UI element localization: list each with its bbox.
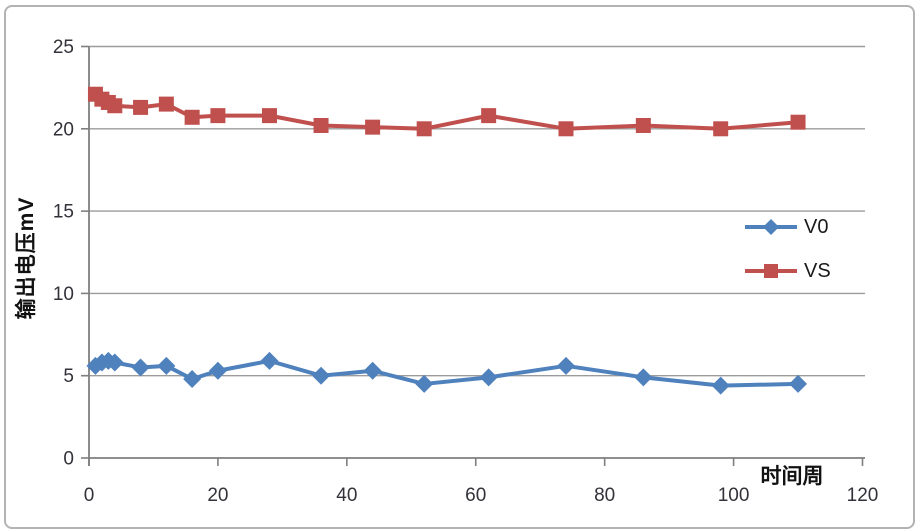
data-point-vs-28 [261,108,277,124]
series-vs [87,86,806,137]
data-point-v0-8 [131,358,150,377]
legend-square-icon [764,264,778,278]
y-tick-label-10: 10 [53,284,74,305]
x-tick-label-0: 0 [84,485,95,506]
data-point-vs-110 [790,114,806,130]
x-tick-label-20: 20 [207,485,228,506]
x-tick-label-100: 100 [718,485,750,506]
data-point-vs-12 [158,96,174,112]
data-point-v0-4 [105,353,124,372]
data-point-v0-52 [415,374,434,393]
data-point-v0-86 [634,368,653,387]
series-line-v0 [93,358,801,388]
data-point-v0-62 [479,368,498,387]
y-tick-label-20: 20 [53,119,74,140]
legend-item-vs: VS [744,256,831,286]
data-point-v0-44 [363,361,382,380]
data-point-v0-20 [208,361,227,380]
legend-label-vs: VS [804,259,831,282]
x-tick-label-120: 120 [847,485,879,506]
legend-sample-1 [745,264,797,278]
data-point-vs-4 [107,98,123,114]
data-point-vs-20 [210,108,226,124]
data-point-v0-74 [556,356,575,375]
legend-item-v0: V0 [744,212,831,242]
x-tick-label-80: 80 [594,485,615,506]
data-point-vs-74 [558,121,574,137]
series-v0 [86,351,808,395]
data-point-v0-16 [183,369,202,388]
legend-sample-0 [745,219,797,235]
data-point-vs-36 [313,118,329,134]
data-point-vs-16 [184,109,200,125]
legend: V0 VS [744,212,831,286]
data-point-vs-62 [481,108,497,124]
series-line-vs [93,92,801,131]
data-point-vs-44 [365,119,381,135]
data-point-v0-12 [157,356,176,375]
y-tick-label-15: 15 [53,202,74,223]
data-point-v0-98 [711,376,730,395]
data-point-vs-86 [635,118,651,134]
legend-label-v0: V0 [804,215,829,238]
y-tick-label-0: 0 [63,449,74,470]
x-axis-title: 时间周 [760,465,824,488]
data-point-vs-8 [133,99,149,115]
x-tick-label-40: 40 [336,485,357,506]
y-tick-label-25: 25 [53,37,74,58]
y-axis-title: 输出电压mV [15,196,38,320]
data-point-vs-98 [713,121,729,137]
legend-diamond-icon [763,219,779,235]
data-point-v0-28 [260,351,279,370]
data-point-v0-36 [312,366,331,385]
x-tick-label-60: 60 [465,485,486,506]
x-axis: 0 20 40 60 80 100 120 [84,458,879,506]
y-tick-label-5: 5 [63,366,74,387]
data-point-vs-52 [416,121,432,137]
data-point-v0-110 [789,374,808,393]
